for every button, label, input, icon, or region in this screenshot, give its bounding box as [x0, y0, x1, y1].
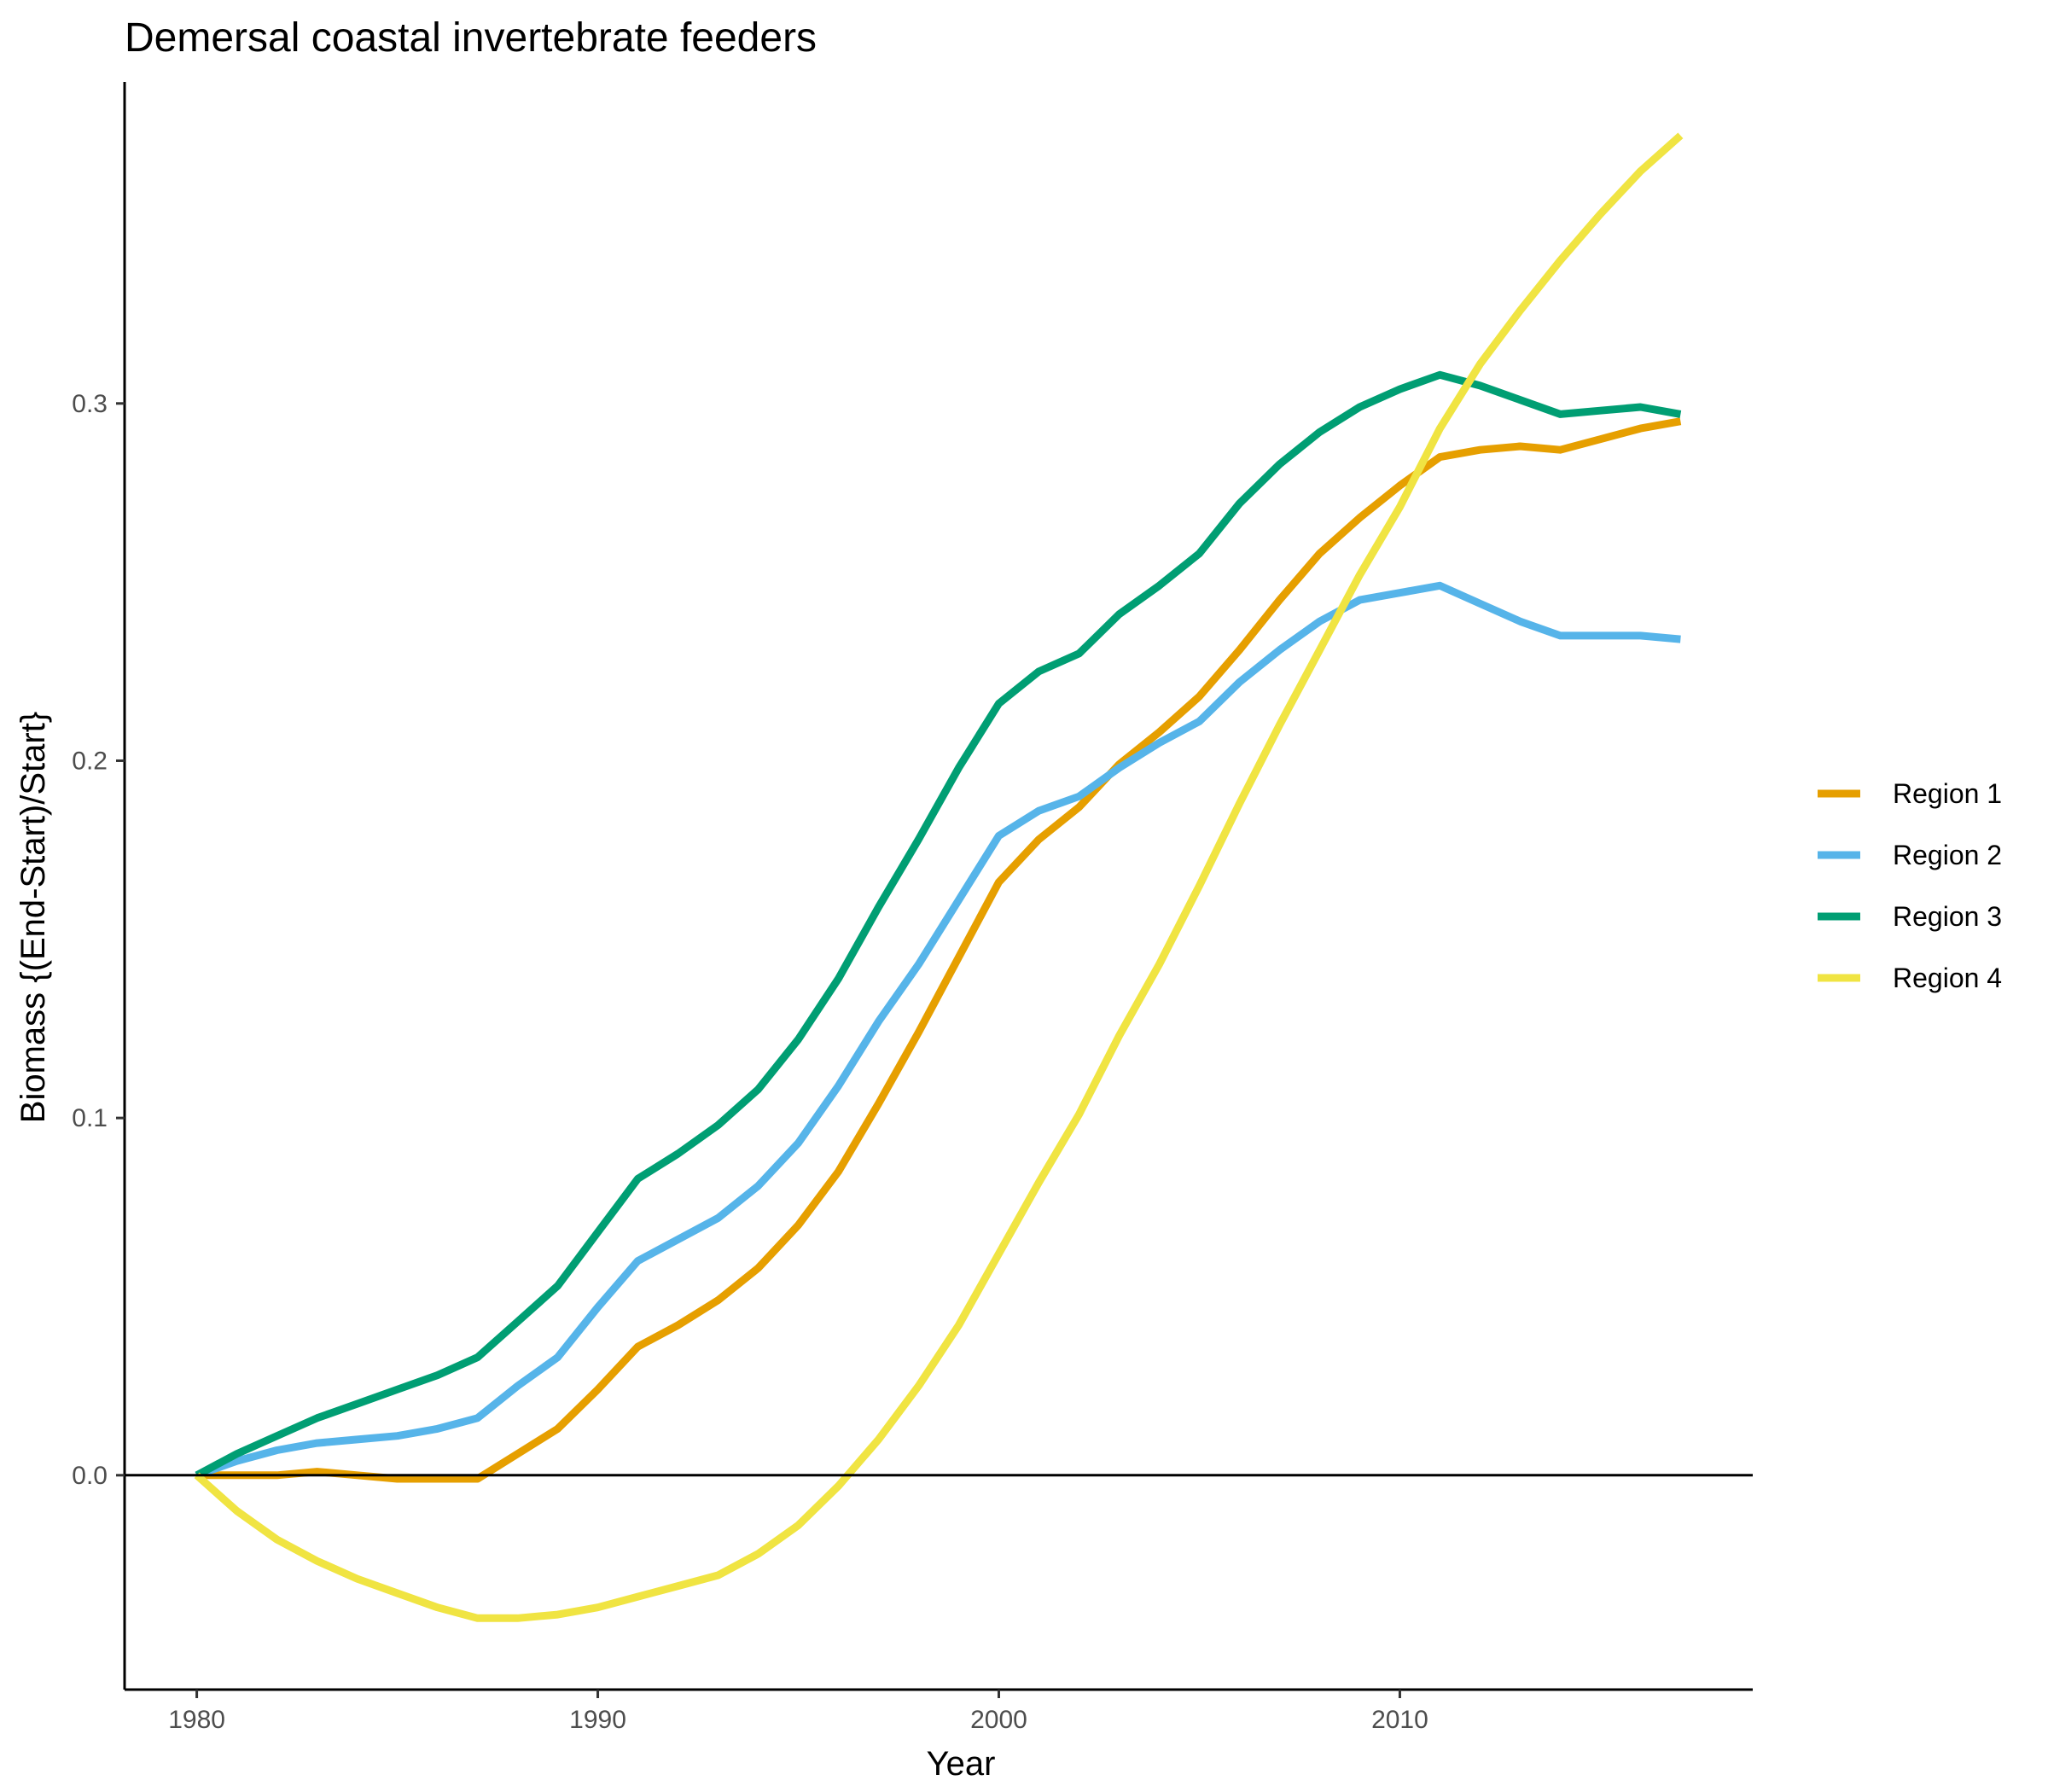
- legend-label-region-4: Region 4: [1893, 963, 2002, 993]
- series-lines: [194, 132, 1684, 1622]
- series-line-region-2: [195, 581, 1681, 1480]
- legend-label-region-3: Region 3: [1893, 901, 2002, 932]
- y-axis-title: Biomass {(End-Start)/Start}: [15, 712, 52, 1123]
- y-axis-ticks: 0.0 0.1 0.2 0.3: [72, 390, 125, 1490]
- y-tick-label: 0.3: [72, 390, 108, 418]
- y-tick-label: 0.0: [72, 1462, 108, 1490]
- y-tick-label: 0.1: [72, 1104, 108, 1132]
- x-tick-label: 2010: [1371, 1706, 1428, 1734]
- x-tick-label: 1980: [168, 1706, 225, 1734]
- legend-label-region-1: Region 1: [1893, 778, 2002, 809]
- x-tick-label: 1990: [569, 1706, 626, 1734]
- series-line-region-4: [194, 132, 1684, 1622]
- series-line-region-3: [195, 370, 1682, 1479]
- legend-label-region-2: Region 2: [1893, 840, 2002, 870]
- x-axis-ticks: 1980 1990 2000 2010: [168, 1690, 1428, 1734]
- y-tick-label: 0.2: [72, 747, 108, 775]
- x-tick-label: 2000: [970, 1706, 1027, 1734]
- chart-title: Demersal coastal invertebrate feeders: [125, 15, 817, 61]
- x-axis-title: Year: [927, 1745, 996, 1783]
- series-line-region-1: [196, 417, 1682, 1483]
- legend: Region 1 Region 2 Region 3 Region 4: [1818, 778, 2002, 993]
